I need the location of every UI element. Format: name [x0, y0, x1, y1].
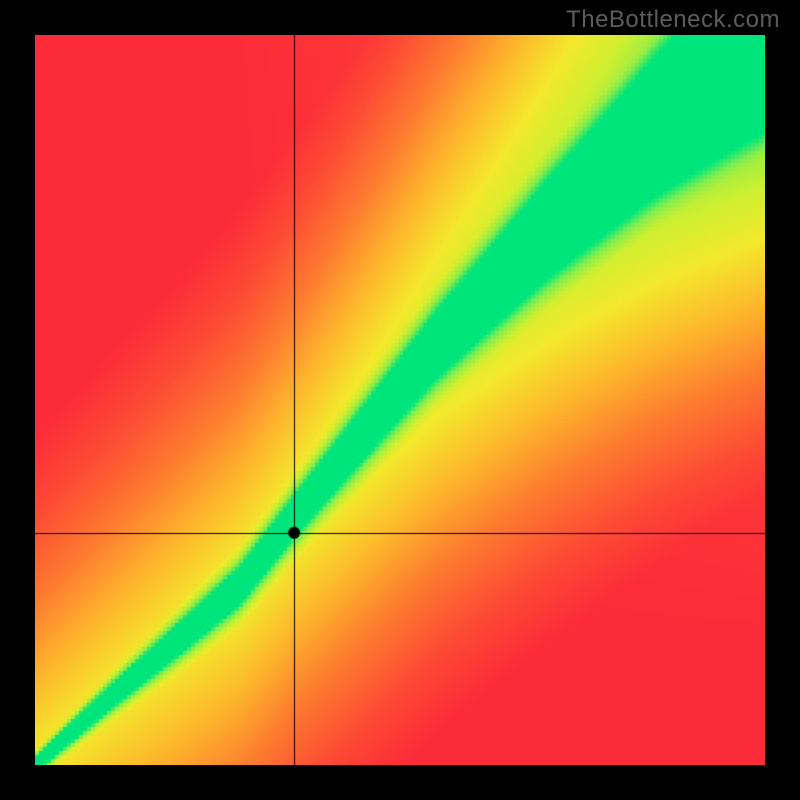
- watermark: TheBottleneck.com: [566, 6, 780, 34]
- bottleneck-heatmap: [35, 35, 765, 765]
